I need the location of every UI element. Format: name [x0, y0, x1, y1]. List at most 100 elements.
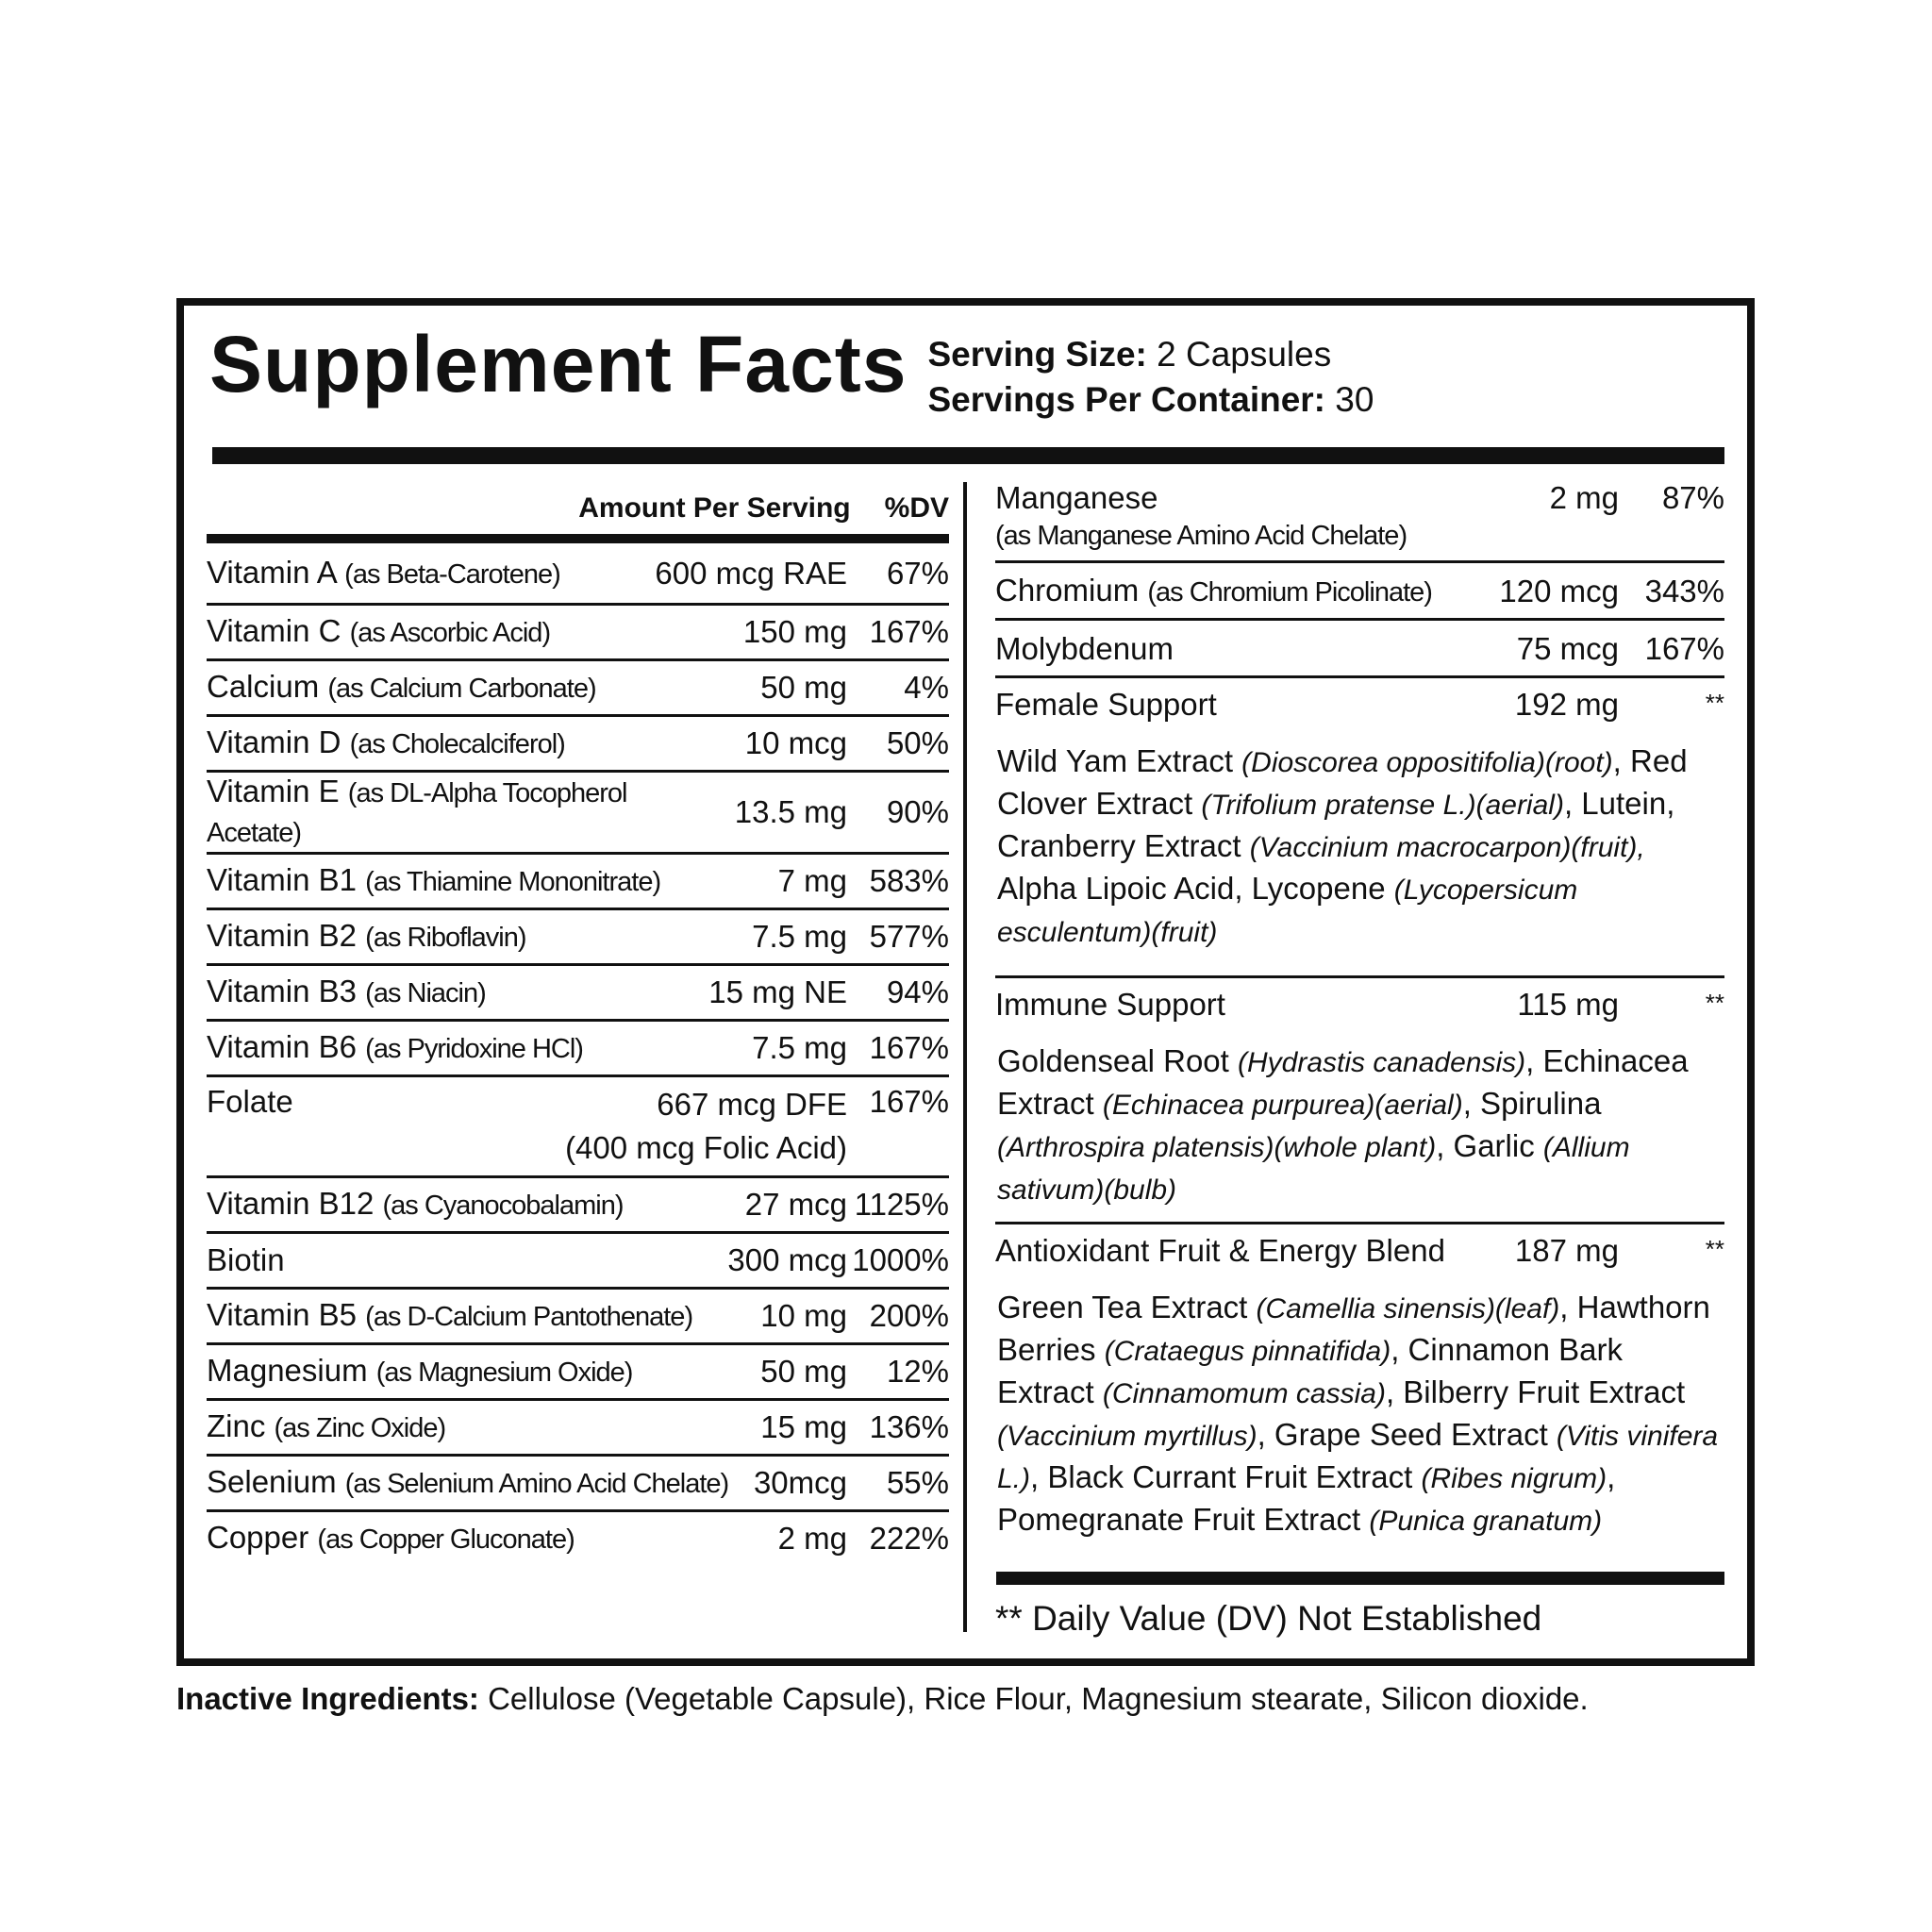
nutrient-name-cell: Vitamin E (as DL-Alpha Tocopherol Acetat… [207, 773, 725, 852]
nutrient-row: Vitamin B3 (as Niacin) 15 mg NE 94% [207, 966, 949, 1022]
proprietary-blend: Female Support 192 mg ** Wild Yam Extract (… [995, 678, 1724, 978]
amount-value: 7.5 mg [752, 1030, 847, 1065]
header-divider-bar [207, 534, 949, 543]
ingredient-latin-name: (Punica granatum) [1369, 1506, 1603, 1537]
serving-info: Serving Size: 2 Capsules Servings Per Co… [927, 332, 1374, 423]
nutrient-name: Vitamin A [207, 554, 336, 590]
ingredient-name: Wild Yam Extract [997, 743, 1242, 778]
nutrient-name: Zinc [207, 1408, 266, 1443]
top-divider-bar [212, 447, 1724, 464]
ingredient-name: , Bilberry Fruit Extract [1385, 1374, 1686, 1409]
nutrient-name: Folate [207, 1084, 293, 1119]
servings-per-container-label: Servings Per Container: [927, 380, 1325, 419]
nutrient-dv: 90% [886, 794, 949, 829]
amount-value: 27 mcg [744, 1187, 847, 1222]
nutrient-source: (as Copper Gluconate) [317, 1524, 575, 1555]
nutrient-name-cell: Vitamin B6 (as Pyridoxine HCl) [207, 1028, 742, 1068]
supplement-facts-panel: Supplement Facts Serving Size: 2 Capsule… [176, 298, 1755, 1666]
nutrient-dv: 1000% [852, 1242, 949, 1277]
nutrient-amount: 300 mcg [718, 1241, 847, 1279]
nutrient-row: Vitamin E (as DL-Alpha Tocopherol Acetat… [207, 773, 949, 855]
nutrient-dv: 55% [886, 1465, 949, 1500]
nutrient-dv: 343% [1644, 574, 1724, 608]
ingredient-name: , Hawthorn Berries [997, 1290, 1710, 1367]
footnote: ** Daily Value (DV) Not Established [995, 1599, 1542, 1638]
nutrient-name: Chromium [995, 573, 1140, 608]
nutrient-amount: 7.5 mg [742, 918, 847, 956]
amount-value: 50 mg [760, 670, 847, 705]
nutrient-list: Vitamin A (as Beta-Carotene) 600 mcg RAE 6… [207, 543, 949, 1565]
nutrient-name: Vitamin E [207, 774, 340, 808]
nutrient-dv: 167% [869, 1030, 949, 1065]
nutrient-dv: 167% [869, 614, 949, 649]
nutrient-dv: 167% [869, 1084, 949, 1119]
nutrient-amount: 15 mg [751, 1408, 847, 1446]
nutrient-amount: 27 mcg [736, 1186, 847, 1224]
nutrient-name: Calcium [207, 669, 320, 704]
ingredient-name: , Spirulina [1462, 1086, 1602, 1121]
amount-value: 50 mg [760, 1354, 847, 1389]
nutrient-name: Vitamin B3 [207, 974, 357, 1008]
nutrient-amount: 7.5 mg [742, 1029, 847, 1067]
nutrient-row: Vitamin C (as Ascorbic Acid) 150 mg 167% [207, 606, 949, 661]
blend-amount: 187 mg [1514, 1233, 1619, 1268]
nutrient-amount: 50 mg [751, 669, 847, 707]
nutrient-amount: 667 mcg DFE (400 mcg Folic Acid) [556, 1083, 847, 1170]
amount-value: 15 mg [760, 1409, 847, 1444]
nutrient-amount: 150 mg [734, 613, 847, 651]
nutrient-row: Folate 667 mcg DFE (400 mcg Folic Acid) 167… [207, 1077, 949, 1178]
nutrient-row: Vitamin B2 (as Riboflavin) 7.5 mg 577% [207, 910, 949, 966]
nutrient-name: Manganese [995, 480, 1158, 515]
nutrient-name-cell: Vitamin B1 (as Thiamine Mononitrate) [207, 861, 769, 901]
nutrient-row: Vitamin A (as Beta-Carotene) 600 mcg RAE 6… [207, 543, 949, 606]
blend-ingredients: Goldenseal Root (Hydrastis canadensis), … [995, 1031, 1724, 1210]
blend-amount: 115 mg [1517, 987, 1619, 1022]
nutrient-amount: 50 mg [751, 1353, 847, 1391]
nutrient-amount: 13.5 mg [725, 793, 847, 831]
blend-amount: 192 mg [1514, 687, 1619, 722]
nutrient-name: Selenium [207, 1464, 337, 1499]
nutrient-name: Vitamin D [207, 724, 341, 759]
ingredient-name: , Pomegranate Fruit Extract [997, 1459, 1616, 1537]
nutrient-name: Vitamin B2 [207, 918, 357, 953]
amount-value: 150 mg [742, 614, 847, 649]
ingredient-latin-name: (Lycopersicum esculentum)(fruit) [997, 874, 1578, 948]
ingredient-name: , Red Clover Extract [997, 743, 1688, 821]
ingredient-name: , Black Currant Fruit Extract [1030, 1459, 1422, 1494]
blend-ingredients: Green Tea Extract (Camellia sinensis)(le… [995, 1277, 1724, 1541]
nutrient-dv: 4% [904, 670, 949, 705]
blend-header: Female Support 192 mg ** [995, 678, 1724, 731]
amount-per-serving-header: Amount Per Serving [578, 492, 851, 524]
ingredient-latin-name: (Echinacea purpurea)(aerial) [1102, 1090, 1463, 1121]
ingredient-name: , Lutein, Cranberry Extract [997, 786, 1675, 863]
nutrient-row: Copper (as Copper Gluconate) 2 mg 222% [207, 1512, 949, 1565]
nutrient-source: (as Calcium Carbonate) [327, 674, 596, 704]
serving-size-label: Serving Size: [927, 335, 1147, 374]
amount-value: 2 mg [777, 1521, 847, 1556]
nutrient-source: (as Ascorbic Acid) [349, 618, 551, 648]
amount-value: 7.5 mg [752, 919, 847, 954]
nutrient-row: Zinc (as Zinc Oxide) 15 mg 136% [207, 1401, 949, 1457]
nutrient-name-cell: Vitamin D (as Cholecalciferol) [207, 724, 736, 763]
nutrient-row: Molybdenum 75 mcg 167% [995, 623, 1724, 678]
inactive-ingredients-text: Cellulose (Vegetable Capsule), Rice Flou… [478, 1681, 1589, 1716]
nutrient-source: (as Manganese Amino Acid Chelate) [995, 521, 1407, 551]
ingredient-name: , Echinacea Extract [997, 1043, 1689, 1121]
nutrient-name-cell: Zinc (as Zinc Oxide) [207, 1407, 751, 1447]
ingredient-latin-name: (Allium sativum)(bulb) [997, 1132, 1630, 1206]
nutrient-name: Vitamin B1 [207, 862, 357, 897]
ingredient-latin-name: (Vaccinium myrtillus) [997, 1421, 1257, 1452]
nutrient-name-cell: Folate [207, 1083, 556, 1121]
servings-per-container-value: 30 [1325, 380, 1374, 419]
amount-value: 30mcg [753, 1465, 847, 1500]
nutrient-amount: 2 mg [1549, 480, 1619, 515]
ingredient-latin-name: (Hydrastis canadensis) [1238, 1047, 1526, 1078]
left-column: Amount Per Serving %DV Vitamin A (as Bet… [207, 479, 949, 1641]
nutrient-row: Chromium (as Chromium Picolinate) 120 mcg… [995, 565, 1724, 621]
blend-dv: ** [1705, 989, 1724, 1017]
nutrient-amount: 30mcg [744, 1464, 847, 1502]
nutrient-row: Vitamin B1 (as Thiamine Mononitrate) 7 mg… [207, 855, 949, 910]
ingredient-latin-name: (Camellia sinensis)(leaf) [1256, 1293, 1560, 1324]
nutrient-dv: 94% [886, 974, 949, 1009]
nutrient-name-cell: Copper (as Copper Gluconate) [207, 1519, 769, 1558]
